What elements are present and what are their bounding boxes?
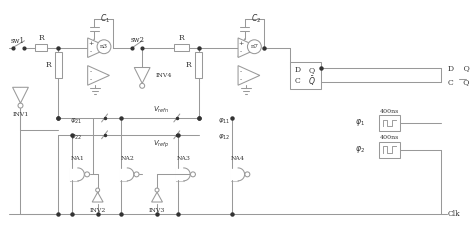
Text: sw2: sw2 xyxy=(130,36,144,44)
Text: $\bar{Q}$: $\bar{Q}$ xyxy=(308,74,316,88)
Text: $\varphi_{11}$: $\varphi_{11}$ xyxy=(219,116,231,125)
Bar xyxy=(290,62,321,89)
Bar xyxy=(379,115,401,131)
Polygon shape xyxy=(238,38,260,57)
Text: NA4: NA4 xyxy=(231,156,245,161)
Text: -: - xyxy=(240,49,242,54)
Text: D: D xyxy=(294,66,301,74)
Text: -: - xyxy=(90,77,91,82)
Text: $C_2$: $C_2$ xyxy=(251,13,261,25)
Text: n3: n3 xyxy=(100,44,108,49)
Text: D    Q: D Q xyxy=(448,65,470,73)
Polygon shape xyxy=(71,168,84,181)
Text: $\varphi_2$: $\varphi_2$ xyxy=(355,144,365,155)
Circle shape xyxy=(96,188,100,192)
Text: $V_{refp}$: $V_{refp}$ xyxy=(153,139,169,150)
Text: $C_1$: $C_1$ xyxy=(100,13,110,25)
Circle shape xyxy=(140,83,145,88)
Text: C: C xyxy=(295,77,301,85)
Text: $\varphi_{21}$: $\varphi_{21}$ xyxy=(70,116,82,125)
Text: C    Q: C Q xyxy=(448,78,469,86)
Text: NA1: NA1 xyxy=(71,156,85,161)
Bar xyxy=(36,44,47,51)
Polygon shape xyxy=(120,168,134,181)
Text: R: R xyxy=(46,61,51,69)
Polygon shape xyxy=(176,168,190,181)
Text: Clk: Clk xyxy=(448,210,461,218)
Text: -: - xyxy=(240,69,242,74)
Text: $\varphi_{22}$: $\varphi_{22}$ xyxy=(70,133,82,142)
Text: +: + xyxy=(238,41,244,46)
Text: INV2: INV2 xyxy=(90,208,106,213)
Polygon shape xyxy=(88,38,109,57)
Polygon shape xyxy=(134,68,150,83)
Text: n7: n7 xyxy=(250,44,258,49)
Text: 400ns: 400ns xyxy=(380,109,399,114)
Circle shape xyxy=(155,188,159,192)
Circle shape xyxy=(191,172,195,177)
Text: INV4: INV4 xyxy=(156,73,173,78)
Bar xyxy=(379,142,401,158)
Text: R: R xyxy=(186,61,191,69)
Polygon shape xyxy=(88,66,109,85)
Text: 400ns: 400ns xyxy=(380,135,399,140)
Text: $\varphi_1$: $\varphi_1$ xyxy=(355,117,365,128)
Text: R: R xyxy=(178,34,184,42)
Circle shape xyxy=(247,40,261,54)
Bar xyxy=(55,52,62,78)
Text: INV3: INV3 xyxy=(149,208,165,213)
Text: $\varphi_{12}$: $\varphi_{12}$ xyxy=(219,133,231,142)
Circle shape xyxy=(245,172,250,177)
Circle shape xyxy=(134,172,139,177)
Text: INV1: INV1 xyxy=(12,112,28,117)
Text: NA3: NA3 xyxy=(177,156,191,161)
Polygon shape xyxy=(152,192,163,202)
Polygon shape xyxy=(238,66,260,85)
Text: NA2: NA2 xyxy=(120,156,134,161)
Text: R: R xyxy=(38,34,44,42)
Text: -: - xyxy=(240,77,242,82)
Text: Q: Q xyxy=(309,66,315,74)
Text: +: + xyxy=(88,41,93,46)
Circle shape xyxy=(18,103,23,108)
Bar xyxy=(195,52,202,78)
Text: $V_{refn}$: $V_{refn}$ xyxy=(153,105,169,115)
Text: -: - xyxy=(90,69,91,74)
Circle shape xyxy=(84,172,90,177)
Text: sw1: sw1 xyxy=(10,37,25,45)
Polygon shape xyxy=(231,168,245,181)
Bar xyxy=(174,44,189,51)
Circle shape xyxy=(97,40,111,54)
Text: -: - xyxy=(90,49,91,54)
Polygon shape xyxy=(92,192,103,202)
Polygon shape xyxy=(13,87,28,103)
